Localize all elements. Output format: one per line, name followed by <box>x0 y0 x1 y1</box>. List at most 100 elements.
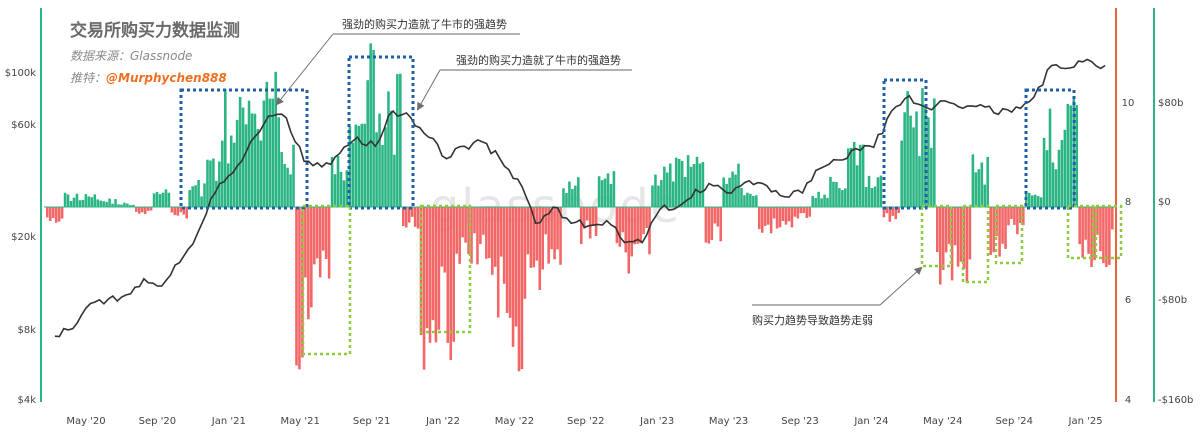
bar-negative <box>760 207 764 233</box>
bar-positive <box>740 187 743 207</box>
bar-positive <box>654 174 657 207</box>
bar-negative <box>499 207 503 257</box>
bar-negative <box>54 207 58 223</box>
bar-positive <box>330 157 334 207</box>
weak-box-3 <box>920 204 953 268</box>
bar-negative <box>491 207 494 275</box>
bar-negative <box>707 207 711 244</box>
bar-negative <box>505 207 509 313</box>
bar-negative <box>149 207 153 211</box>
bar-negative <box>324 207 328 260</box>
strong-box-3 <box>882 78 928 210</box>
bar-negative <box>176 207 180 216</box>
bar-positive <box>336 155 340 207</box>
bar-positive <box>909 115 912 207</box>
bar-negative <box>310 207 313 308</box>
bar-negative <box>787 207 791 222</box>
x-tick-label: Sep '23 <box>781 416 819 427</box>
bar-positive <box>152 193 156 207</box>
bar-positive <box>660 179 663 207</box>
bar-negative <box>796 207 800 219</box>
bar-negative <box>422 207 426 370</box>
bar-negative <box>793 207 797 217</box>
bar-negative <box>467 207 470 255</box>
x-tick-label: Sep '20 <box>139 416 177 427</box>
bar-negative <box>51 207 55 219</box>
bar-positive <box>111 203 114 207</box>
bar-positive <box>63 192 67 207</box>
bar-negative <box>1001 207 1004 244</box>
bar-positive <box>847 148 850 207</box>
bar-negative <box>790 207 794 228</box>
bar-negative <box>713 207 717 224</box>
bar-positive <box>725 183 728 207</box>
bar-negative <box>137 207 141 214</box>
bar-positive <box>1054 169 1058 207</box>
bar-positive <box>906 91 909 207</box>
bar-negative <box>404 207 408 228</box>
bar-negative <box>479 207 482 245</box>
bar-negative <box>402 207 405 226</box>
bar-negative <box>808 207 811 217</box>
bar-positive <box>262 100 266 207</box>
bar-negative <box>936 207 939 253</box>
strong-box-4 <box>1024 88 1076 210</box>
bar-positive <box>603 178 607 207</box>
bar-positive <box>84 194 88 207</box>
weak-box-4 <box>961 204 990 284</box>
bar-negative <box>428 207 432 343</box>
x-tick-label: Jan '21 <box>211 416 246 427</box>
annotation-strong-1: 强劲的购买力造就了牛市的强趋势 <box>342 17 507 31</box>
x-tick-label: Sep '24 <box>995 416 1033 427</box>
bar-positive <box>158 194 162 207</box>
bar-negative <box>502 207 506 284</box>
bar-positive <box>752 195 755 207</box>
bar-positive <box>224 89 227 207</box>
bar-positive <box>870 188 874 207</box>
bar-positive <box>72 197 76 207</box>
bar-positive <box>666 172 669 207</box>
bar-negative <box>585 207 589 221</box>
bar-negative <box>488 207 491 259</box>
bar-negative <box>1084 207 1087 240</box>
bar-negative <box>624 207 628 253</box>
bar-positive <box>855 165 859 207</box>
bar-positive <box>191 186 194 207</box>
bar-positive <box>256 129 260 207</box>
bar-positive <box>117 204 120 207</box>
bar-positive <box>259 140 263 207</box>
weak-box-5 <box>994 204 1024 265</box>
bar-negative <box>710 207 714 240</box>
bar-negative <box>799 207 803 214</box>
bar-negative <box>48 207 52 222</box>
bar-positive <box>238 97 242 207</box>
bar-positive <box>1048 108 1052 207</box>
bar-positive <box>921 88 924 207</box>
bar-negative <box>891 207 895 216</box>
bar-positive <box>844 188 847 207</box>
bar-positive <box>244 124 248 207</box>
bar-positive <box>1042 137 1046 207</box>
bar-negative <box>944 207 948 253</box>
bar-positive <box>351 142 355 207</box>
bar-positive <box>918 156 921 207</box>
bar-positive <box>876 177 880 207</box>
bar-negative <box>295 207 298 366</box>
bar-negative <box>407 207 411 223</box>
bar-positive <box>823 194 826 207</box>
bar-negative <box>461 207 464 238</box>
weak-box-7 <box>1094 204 1123 260</box>
bar-negative <box>425 207 429 329</box>
bar-negative <box>1108 207 1111 265</box>
bar-negative <box>965 207 969 283</box>
x-tick-label: Jan '23 <box>639 416 674 427</box>
x-tick-label: Jan '24 <box>853 416 888 427</box>
bar-negative <box>989 207 992 255</box>
bar-negative <box>615 207 619 244</box>
bar-positive <box>565 193 568 207</box>
bar-negative <box>1102 207 1105 264</box>
bar-negative <box>179 207 183 213</box>
bar-negative <box>520 207 524 370</box>
bar-negative <box>321 207 325 251</box>
